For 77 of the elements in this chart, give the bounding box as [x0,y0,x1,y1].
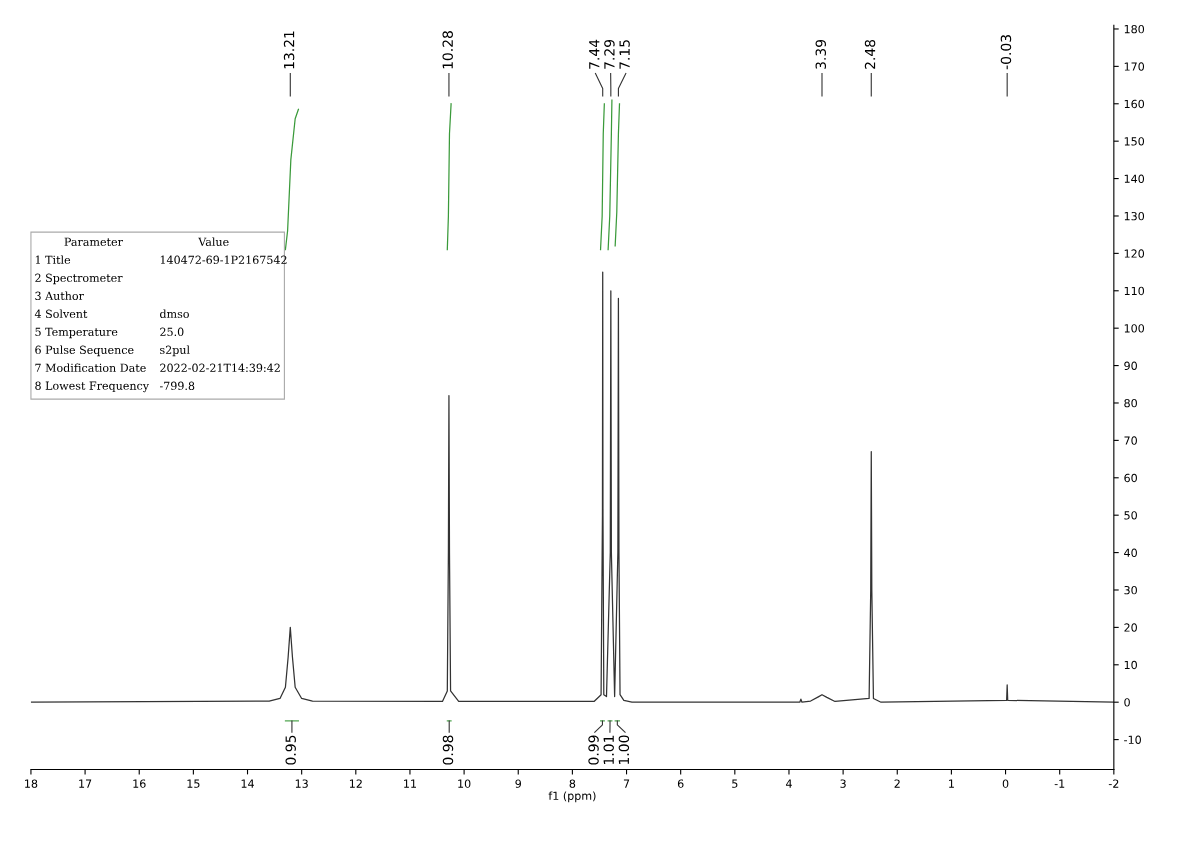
y-tick-label: -10 [1124,735,1141,744]
line-series [599,103,605,251]
y-tick-label: 140 [1124,174,1145,183]
y-tick-label: 10 [1124,660,1137,670]
y-tick-label: 20 [1124,623,1137,632]
annotation: 140472-69-1P2167542 [160,255,287,265]
annotation: dmso [160,309,189,319]
line-series [30,271,1114,703]
x-tick-label: 13 [295,779,308,788]
annotation: 7.44 [589,39,600,69]
x-tick-label: 16 [133,779,146,788]
x-tick-label: 11 [404,779,416,788]
x-tick-label: 6 [677,779,684,788]
annotation: 1.01 [603,735,614,764]
x-tick-label: 0 [1002,779,1009,788]
annotation: 0.99 [588,735,599,765]
y-tick-label: 70 [1124,436,1137,445]
annotation: 5 Temperature [35,327,118,339]
x-tick-label: 15 [187,779,200,788]
x-tick-label: -1 [1054,779,1065,788]
x-axis-title: f1 (ppm) [548,791,596,803]
x-tick-label: -2 [1108,779,1119,788]
annotation: 10.28 [442,31,453,69]
x-tick-label: 1 [949,779,954,788]
x-tick-label: 12 [349,779,362,788]
y-tick-label: 110 [1124,286,1145,296]
y-tick-label: 130 [1124,211,1145,221]
annotation: 4 Solvent [34,309,88,319]
y-tick-label: 50 [1124,511,1137,520]
annotation: 7 Modification Date [35,363,146,372]
x-tick-label: 3 [840,779,846,788]
x-tick-label: 2 [894,779,900,788]
annotation: 3 Author [35,291,84,301]
annotation: -799.8 [159,381,195,390]
y-tick-label: 120 [1124,249,1145,258]
annotation: 0.98 [442,735,454,765]
annotation: -0.03 [1000,35,1012,70]
annotation: 3.39 [815,39,827,69]
annotation: Parameter [64,237,123,247]
x-tick-label: 9 [515,779,521,788]
x-tick-label: 17 [79,779,92,788]
annotation: Value [198,237,229,247]
line-series [607,99,613,251]
y-tick-label: 60 [1124,473,1137,483]
annotation: 25.0 [160,327,184,337]
annotation: 7.15 [619,40,630,69]
y-tick-label: 30 [1124,585,1137,595]
annotation: s2pul [160,345,190,357]
x-tick-label: 7 [623,779,630,788]
y-tick-label: 150 [1124,137,1145,146]
line-series [614,103,621,247]
x-tick-label: 8 [569,779,576,788]
x-tick-label: 10 [458,779,471,788]
y-tick-label: 160 [1124,99,1145,109]
annotation: 2.48 [864,39,876,69]
annotation: 1 Title [35,255,71,265]
y-tick-label: 40 [1124,548,1137,557]
annotation: 2022-02-21T14:39:42 [160,363,280,372]
y-tick-label: 180 [1124,24,1145,34]
annotation: 0.95 [285,735,296,765]
annotation: 13.21 [283,31,295,69]
y-tick-label: 0 [1124,698,1130,707]
line-series [284,108,300,251]
y-tick-label: 90 [1124,361,1137,370]
line-series [446,103,452,251]
y-tick-label: 80 [1124,398,1137,408]
x-tick-label: 18 [25,779,38,788]
annotation: 8 Lowest Frequency [35,381,150,393]
y-tick-label: 170 [1124,62,1145,71]
annotation: 6 Pulse Sequence [35,345,134,357]
x-tick-label: 5 [732,779,738,788]
annotation: 1.00 [618,735,630,764]
x-tick-label: 4 [785,779,792,788]
annotation: 2 Spectrometer [35,273,123,285]
x-tick-label: 14 [241,779,254,788]
y-tick-label: 100 [1124,324,1145,333]
annotation: 7.29 [604,39,615,69]
